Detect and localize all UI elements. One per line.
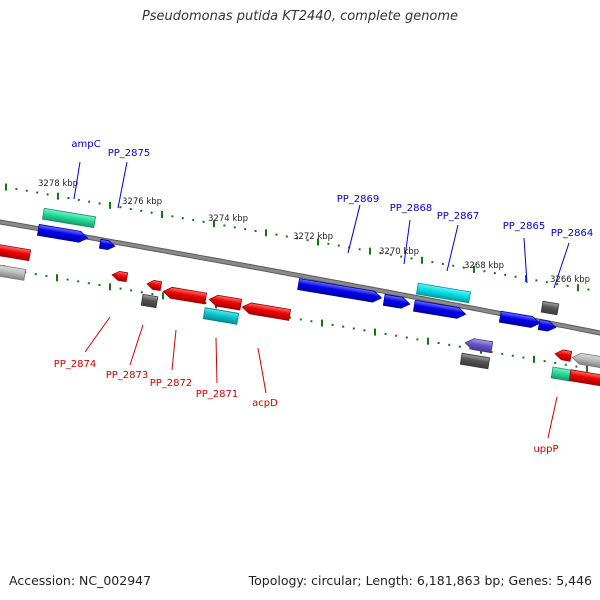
- forward-gene-arrow: [540, 300, 560, 316]
- reverse-gene-arrow: [459, 352, 491, 370]
- forward-gene-leader: [347, 204, 361, 254]
- reverse-gene-arrow: [208, 294, 243, 311]
- reverse-gene-label: PP_2872: [150, 378, 193, 389]
- reverse-gene-arrow: [464, 338, 494, 354]
- reverse-gene-leader: [171, 329, 177, 371]
- forward-gene-leader: [446, 224, 459, 272]
- reverse-gene-arrow: [140, 293, 159, 309]
- reverse-gene-arrow: [146, 280, 163, 292]
- reverse-gene-arrow: [568, 369, 600, 387]
- forward-gene-label: PP_2865: [503, 221, 546, 232]
- forward-gene-arrow: [537, 319, 557, 332]
- forward-gene-label: PP_2867: [437, 211, 480, 222]
- scale-label: 3274 kbp: [208, 214, 248, 224]
- scale-label: 3266 kbp: [550, 275, 590, 285]
- scale-label: 3276 kbp: [122, 197, 162, 207]
- forward-gene-label: PP_2875: [108, 148, 151, 159]
- reverse-gene-arrow: [241, 302, 292, 321]
- forward-gene-leader: [403, 219, 411, 265]
- forward-gene-arrow: [41, 207, 97, 229]
- forward-gene-label: PP_2869: [337, 194, 380, 205]
- reverse-gene-arrow: [162, 286, 208, 305]
- reverse-gene-label: PP_2874: [54, 359, 97, 370]
- scale-label: 3278 kbp: [38, 179, 78, 189]
- reverse-gene-leader: [547, 396, 558, 439]
- reverse-gene-arrow-edge: [0, 263, 27, 281]
- map-title: Pseudomonas putida KT2440, complete geno…: [141, 9, 459, 24]
- reverse-gene-leader: [215, 337, 218, 384]
- reverse-gene-arrow: [202, 307, 240, 325]
- reverse-gene-leader: [84, 316, 111, 353]
- reverse-gene-label: PP_2871: [196, 389, 239, 400]
- forward-gene-leader: [523, 237, 528, 284]
- reverse-gene-arrow-edge: [0, 244, 32, 262]
- forward-gene-leader: [553, 242, 570, 289]
- reverse-gene-label: PP_2873: [106, 370, 149, 381]
- reverse-gene-arrow: [554, 349, 573, 362]
- forward-gene-arrow: [382, 293, 411, 309]
- reverse-gene-arrow: [571, 352, 600, 369]
- reverse-gene-label: uppP: [533, 444, 558, 455]
- forward-gene-arrow: [297, 278, 383, 303]
- reverse-gene-leader: [257, 347, 267, 394]
- forward-gene-leader: [117, 161, 128, 209]
- accession-text: Accession: NC_002947: [9, 573, 152, 588]
- scale-label: 3272 kbp: [293, 232, 333, 242]
- scale-label: 3270 kbp: [379, 247, 419, 257]
- forward-gene-arrow: [498, 310, 541, 328]
- scale-label: 3268 kbp: [464, 261, 504, 271]
- forward-gene-arrow: [415, 282, 472, 304]
- forward-gene-arrow: [98, 238, 116, 250]
- reverse-gene-arrow: [111, 271, 129, 283]
- forward-gene-arrow: [36, 223, 89, 243]
- forward-gene-label: PP_2868: [390, 203, 433, 214]
- forward-gene-arrow: [412, 299, 467, 319]
- reverse-gene-leader: [129, 324, 144, 366]
- reverse-gene-label: acpD: [252, 398, 278, 409]
- forward-gene-label: PP_2864: [551, 228, 594, 239]
- forward-gene-leader: [73, 161, 81, 200]
- topology-summary: Topology: circular; Length: 6,181,863 bp…: [248, 573, 592, 588]
- forward-gene-label: ampC: [71, 139, 100, 150]
- reverse-gene-arrow: [550, 366, 572, 382]
